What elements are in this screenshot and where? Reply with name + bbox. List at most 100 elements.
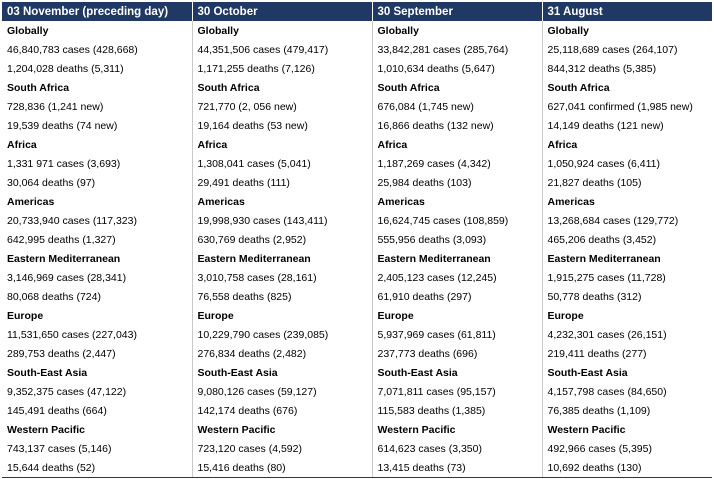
region-label-31-august: Africa <box>547 138 578 151</box>
stat-cell-03-november: 743,137 cases (5,146) <box>2 439 193 458</box>
region-label-31-august: Western Pacific <box>547 423 626 436</box>
stat-cell-31-august: 492,966 cases (5,395) <box>547 442 653 455</box>
table-row: 743,137 cases (5,146) 723,120 cases (4,59… <box>2 439 712 458</box>
stat-cell-30-october: 142,174 deaths (676) <box>192 401 373 420</box>
table-body: Globally Globally Globally Globally 46,840,7… <box>2 21 712 478</box>
stat-cell-30-september: 13,415 deaths (73) <box>372 458 543 478</box>
region-heading-row: Eastern Mediterranean Eastern Mediterrane… <box>2 249 712 268</box>
table-row: 9,352,375 cases (47,122) 9,080,126 cases … <box>2 382 712 401</box>
stat-cell-31-august: 76,385 deaths (1,109) <box>547 404 651 417</box>
region-label-03-november: Western Pacific <box>2 420 193 439</box>
stat-cell-03-november: 46,840,783 cases (428,668) <box>2 40 193 59</box>
region-label-31-august: Americas <box>547 195 595 208</box>
header-row: 03 November (preceding day) 30 October 3… <box>2 2 712 21</box>
region-label-03-november: Globally <box>2 21 193 40</box>
stat-cell-30-september: 676,084 (1,745 new) <box>372 97 543 116</box>
stat-cell-31-august: 50,778 deaths (312) <box>547 290 642 303</box>
region-heading-row: Europe Europe Europe Europe <box>2 306 712 325</box>
region-label-30-october: Americas <box>192 192 373 211</box>
region-label-31-august: Europe <box>547 309 584 322</box>
region-heading-row: Globally Globally Globally Globally <box>2 21 712 40</box>
stat-cell-30-october: 276,834 deaths (2,482) <box>192 344 373 363</box>
stat-cell-31-august: 13,268,684 cases (129,772) <box>547 214 679 227</box>
stat-cell-30-october: 721,770 (2, 056 new) <box>192 97 373 116</box>
stat-cell-30-september: 1,187,269 cases (4,342) <box>372 154 543 173</box>
region-label-03-november: South-East Asia <box>2 363 193 382</box>
stat-cell-31-august: 4,157,798 cases (84,650) <box>547 385 667 398</box>
region-label-30-september: Europe <box>372 306 543 325</box>
region-label-30-september: Globally <box>372 21 543 40</box>
stat-cell-30-september: 33,842,281 cases (285,764) <box>372 40 543 59</box>
table-row: 11,531,650 cases (227,043) 10,229,790 cas… <box>2 325 712 344</box>
stat-cell-30-october: 10,229,790 cases (239,085) <box>192 325 373 344</box>
stat-cell-30-september: 2,405,123 cases (12,245) <box>372 268 543 287</box>
region-label-31-august: Globally <box>547 24 589 37</box>
stat-cell-03-november: 1,204,028 deaths (5,311) <box>2 59 193 78</box>
region-heading-row: Africa Africa Africa Africa <box>2 135 712 154</box>
region-heading-row: Americas Americas Americas Americas <box>2 192 712 211</box>
region-label-03-november: Europe <box>2 306 193 325</box>
stat-cell-30-october: 44,351,506 cases (479,417) <box>192 40 373 59</box>
stat-cell-31-august: 1,915,275 cases (11,728) <box>547 271 666 284</box>
stat-cell-03-november: 15,644 deaths (52) <box>2 458 193 478</box>
table-row: 80,068 deaths (724) 76,558 deaths (825) 61… <box>2 287 712 306</box>
region-label-03-november: Eastern Mediterranean <box>2 249 193 268</box>
stat-cell-30-october: 1,171,255 deaths (7,126) <box>192 59 373 78</box>
stat-cell-31-august: 4,232,301 cases (26,151) <box>547 328 667 341</box>
stat-cell-03-november: 20,733,940 cases (117,323) <box>2 211 193 230</box>
stat-cell-30-october: 9,080,126 cases (59,127) <box>192 382 373 401</box>
region-label-31-august: South Africa <box>547 81 610 94</box>
stat-cell-30-october: 15,416 deaths (80) <box>192 458 373 478</box>
region-label-30-september: South Africa <box>372 78 543 97</box>
stat-cell-31-august: 627,041 confirmed (1,985 new) <box>547 100 693 113</box>
table-row: 642,995 deaths (1,327) 630,769 deaths (2,… <box>2 230 712 249</box>
region-label-30-october: Globally <box>192 21 373 40</box>
table-row: 46,840,783 cases (428,668) 44,351,506 cas… <box>2 40 712 59</box>
stat-cell-30-october: 19,164 deaths (53 new) <box>192 116 373 135</box>
table-row: 1,331 971 cases (3,693) 1,308,041 cases (… <box>2 154 712 173</box>
table-row: 15,644 deaths (52) 15,416 deaths (80) 13,4… <box>2 458 712 478</box>
region-label-31-august: South-East Asia <box>547 366 628 379</box>
stat-cell-30-september: 237,773 deaths (696) <box>372 344 543 363</box>
stat-cell-03-november: 30,064 deaths (97) <box>2 173 193 192</box>
stat-cell-03-november: 289,753 deaths (2,447) <box>2 344 193 363</box>
stat-cell-30-september: 16,624,745 cases (108,859) <box>372 211 543 230</box>
stat-cell-30-september: 5,937,969 cases (61,811) <box>372 325 543 344</box>
region-label-30-september: Western Pacific <box>372 420 543 439</box>
region-label-30-october: Africa <box>192 135 373 154</box>
region-label-31-august: Eastern Mediterranean <box>547 252 661 265</box>
table-row: 19,539 deaths (74 new) 19,164 deaths (53 … <box>2 116 712 135</box>
table-row: 1,204,028 deaths (5,311) 1,171,255 deaths… <box>2 59 712 78</box>
table-header: 03 November (preceding day) 30 October 3… <box>2 2 712 21</box>
stat-cell-03-november: 11,531,650 cases (227,043) <box>2 325 193 344</box>
stat-cell-30-october: 630,769 deaths (2,952) <box>192 230 373 249</box>
stat-cell-31-august: 14,149 deaths (121 new) <box>547 119 664 132</box>
stat-cell-30-october: 19,998,930 cases (143,411) <box>192 211 373 230</box>
stat-cell-03-november: 9,352,375 cases (47,122) <box>2 382 193 401</box>
region-label-30-october: South Africa <box>192 78 373 97</box>
column-header-03-november: 03 November (preceding day) <box>2 2 193 21</box>
stat-cell-03-november: 145,491 deaths (664) <box>2 401 193 420</box>
column-header-31-august: 31 August <box>542 2 712 21</box>
region-label-03-november: Africa <box>2 135 193 154</box>
stat-cell-30-october: 1,308,041 cases (5,041) <box>192 154 373 173</box>
stat-cell-31-august: 1,050,924 cases (6,411) <box>547 157 660 170</box>
region-heading-row: Western Pacific Western Pacific Western Pa… <box>2 420 712 439</box>
stat-cell-30-september: 1,010,634 deaths (5,647) <box>372 59 543 78</box>
stat-cell-30-september: 555,956 deaths (3,093) <box>372 230 543 249</box>
table-row: 30,064 deaths (97) 29,491 deaths (111) 25,… <box>2 173 712 192</box>
table-row: 289,753 deaths (2,447) 276,834 deaths (2,… <box>2 344 712 363</box>
region-label-30-october: South-East Asia <box>192 363 373 382</box>
stat-cell-30-september: 25,984 deaths (103) <box>372 173 543 192</box>
stat-cell-30-october: 723,120 cases (4,592) <box>192 439 373 458</box>
stat-cell-30-september: 115,583 deaths (1,385) <box>372 401 543 420</box>
region-label-30-september: Eastern Mediterranean <box>372 249 543 268</box>
stat-cell-31-august: 10,692 deaths (130) <box>542 458 712 478</box>
stat-cell-30-september: 7,071,811 cases (95,157) <box>372 382 543 401</box>
region-label-30-september: Americas <box>372 192 543 211</box>
stat-cell-30-october: 29,491 deaths (111) <box>192 173 373 192</box>
stat-cell-30-october: 3,010,758 cases (28,161) <box>192 268 373 287</box>
region-label-30-october: Western Pacific <box>192 420 373 439</box>
